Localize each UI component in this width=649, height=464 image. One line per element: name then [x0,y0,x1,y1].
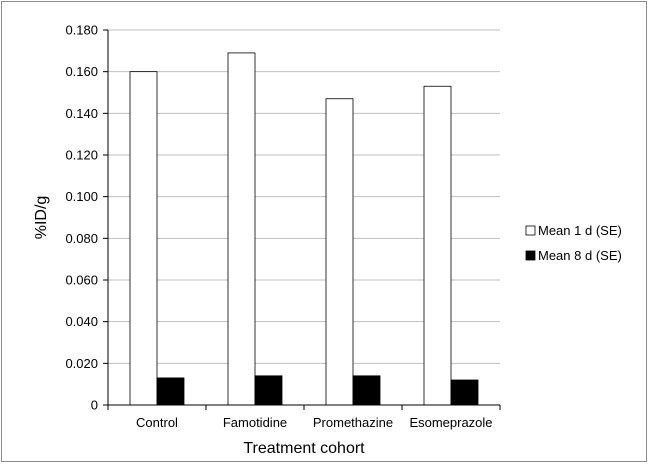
bar-mean-1d [227,52,256,406]
y-tick-label: 0.040 [65,314,98,329]
x-tick-label: Famotidine [223,415,287,430]
x-tick-label: Control [136,415,178,430]
legend-label: Mean 8 d (SE) [538,248,622,263]
bar-mean-1d [325,98,354,406]
legend-label: Mean 1 d (SE) [538,223,622,238]
y-ticks: 0 0.020 0.040 0.060 0.080 0.100 0.120 0.140 0.16… [65,23,108,413]
y-axis-title: %ID/g [33,196,50,240]
x-ticks: Control Famotidine Promethazine Esomeprazol… [107,405,501,430]
legend-swatch [525,250,536,261]
y-tick-label: 0.020 [65,356,98,371]
x-tick-label: Esomeprazole [409,415,492,430]
y-tick-label: 0.080 [65,231,98,246]
legend-swatch [525,225,536,236]
y-tick-label: 0 [91,398,98,413]
legend: Mean 1 d (SE) Mean 8 d (SE) [525,223,622,263]
y-tick-label: 0.140 [65,106,98,121]
bar-mean-1d [129,71,158,406]
y-tick-label: 0.060 [65,273,98,288]
bar-mean-8d [352,375,381,406]
bar-mean-8d [156,377,185,406]
x-axis-title: Treatment cohort [243,440,365,457]
bar-mean-8d [254,375,283,406]
y-tick-label: 0.160 [65,64,98,79]
bar-mean-1d [423,85,452,406]
y-tick-label: 0.120 [65,148,98,163]
y-tick-label: 0.180 [65,23,98,38]
bars [129,52,479,406]
x-tick-label: Promethazine [313,415,393,430]
bar-mean-8d [450,379,479,406]
y-tick-label: 0.100 [65,189,98,204]
